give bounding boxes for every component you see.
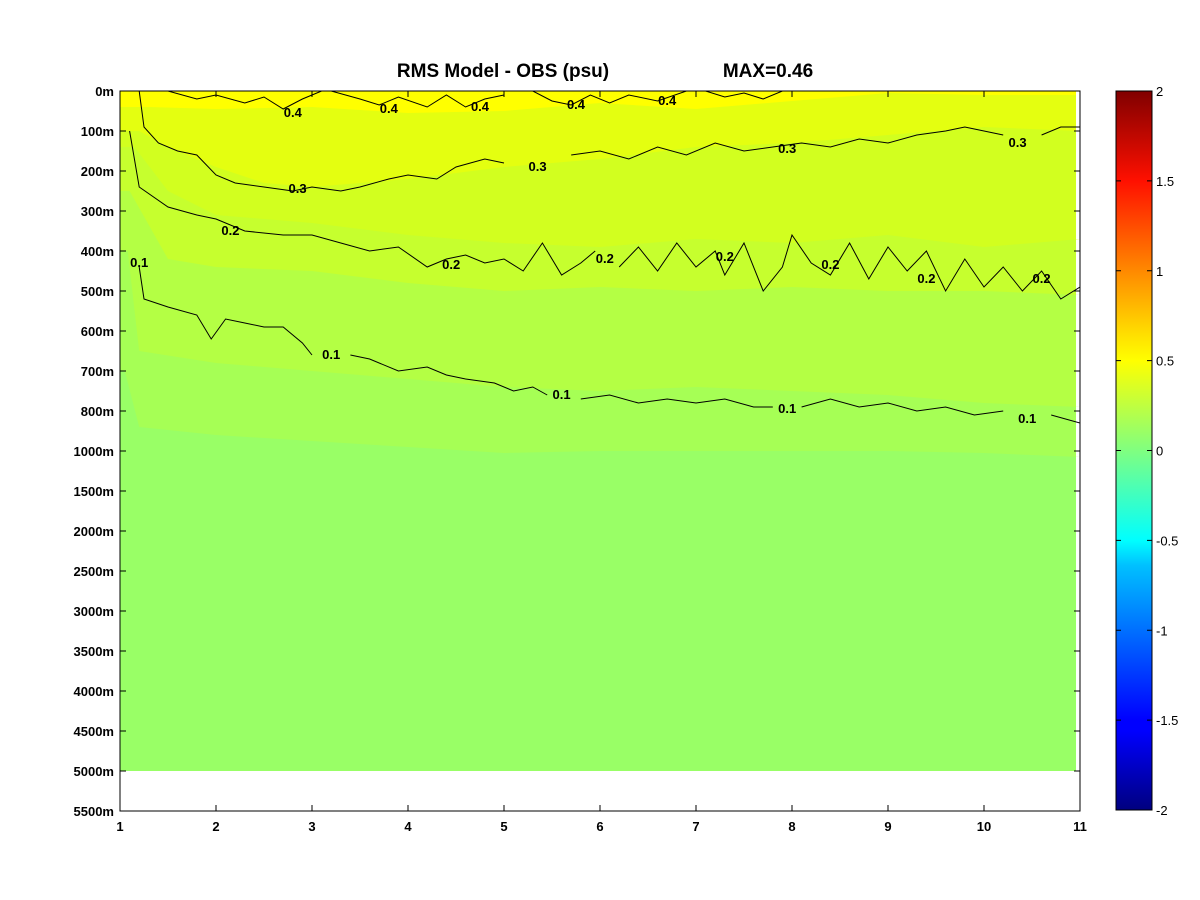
- y-tick-label: 4500m: [74, 724, 114, 739]
- x-tick-label: 4: [404, 819, 412, 834]
- band-0-4: [120, 91, 1080, 113]
- colorbar-tick-label: 2: [1156, 84, 1163, 99]
- colorbar: 2 1.5 1 0.5 0 -0.5 -1 -1.5 -2: [1115, 84, 1178, 818]
- contour-line-0-1: [138, 266, 313, 356]
- y-tick-label: 3500m: [74, 644, 114, 659]
- x-tick-label: 7: [692, 819, 699, 834]
- y-tick-label: 2500m: [74, 564, 114, 579]
- y-tick-label: 700m: [81, 364, 114, 379]
- x-tick-label: 10: [977, 819, 991, 834]
- x-tick-label: 2: [212, 819, 219, 834]
- contour-label: 0.4: [284, 105, 303, 120]
- contour-line-0-3: [138, 91, 505, 192]
- contour-label: 0.1: [130, 255, 148, 270]
- contour-label: 0.2: [821, 257, 839, 272]
- colorbar-tick-label: 0.5: [1156, 354, 1174, 369]
- x-tick-label: 8: [788, 819, 795, 834]
- x-tick-label: 3: [308, 819, 315, 834]
- contour-label: 0.1: [778, 401, 796, 416]
- contour-line-0-2: [129, 130, 596, 276]
- contour-label: 0.2: [596, 251, 614, 266]
- colorbar-tick-label: -2: [1156, 803, 1168, 818]
- contour-line-0-2: [618, 233, 1080, 300]
- contour-line-0-4: [167, 91, 322, 110]
- contour-label: 0.4: [567, 97, 586, 112]
- contour-line-0-4: [705, 91, 783, 100]
- contour-line-0-4: [532, 91, 687, 106]
- y-tick-label: 400m: [81, 244, 114, 259]
- chart-title: RMS Model - OBS (psu): [397, 61, 609, 82]
- contour-label: 0.4: [380, 101, 399, 116]
- colorbar-tick-label: -1.5: [1156, 713, 1178, 728]
- y-tick-label: 200m: [81, 164, 114, 179]
- contour-line-0-3: [1041, 126, 1080, 136]
- y-tick-label: 2000m: [74, 524, 114, 539]
- y-tick-label: 500m: [81, 284, 114, 299]
- x-tick-label: 9: [884, 819, 891, 834]
- colorbar-gradient: [1116, 91, 1152, 810]
- contour-lines: [129, 91, 1080, 424]
- contour-label: 0.1: [322, 347, 340, 362]
- colorbar-ticks: 2 1.5 1 0.5 0 -0.5 -1 -1.5 -2: [1116, 84, 1178, 818]
- x-tick-label: 5: [500, 819, 507, 834]
- plot-area: 0.4 0.4 0.4 0.4 0.40.30.30.3 0.30.20.2 0.2 0.20…: [74, 84, 1087, 834]
- y-tick-label: 300m: [81, 204, 114, 219]
- colorbar-tick-label: -0.5: [1156, 533, 1178, 548]
- contour-label: 0.3: [1009, 135, 1027, 150]
- colorbar-tick-label: 0: [1156, 444, 1163, 459]
- contour-line-0-1: [801, 398, 1004, 416]
- contour-label: 0.3: [529, 159, 547, 174]
- y-tick-label: 1000m: [74, 444, 114, 459]
- y-tick-label: 0m: [95, 84, 114, 99]
- colorbar-tick-label: 1.5: [1156, 174, 1174, 189]
- y-tick-label: 800m: [81, 404, 114, 419]
- y-tick-label: 5500m: [74, 804, 114, 819]
- y-tick-label: 4000m: [74, 684, 114, 699]
- x-axis: 1 2 3 4 5 6 7 8 9 10 11: [116, 91, 1087, 834]
- contour-label: 0.4: [658, 93, 677, 108]
- contour-label: 0.3: [289, 181, 307, 196]
- y-tick-label: 3000m: [74, 604, 114, 619]
- contour-labels: 0.4 0.4 0.4 0.4 0.4 0.3 0.3 0.3 0.3 0.2 0.2 0.2 0.2 0…: [130, 93, 1050, 426]
- contour-label: 0.4: [471, 99, 490, 114]
- y-axis: 0m 100m 200m 300m 400m 500m 600m 700m 800m 1000m 1…: [74, 84, 1080, 819]
- heatmap-bands: [120, 91, 1080, 771]
- x-tick-label: 1: [116, 819, 123, 834]
- contour-label: 0.1: [553, 387, 571, 402]
- y-tick-label: 1500m: [74, 484, 114, 499]
- chart-subtitle: MAX=0.46: [723, 61, 813, 82]
- x-tick-label: 11: [1073, 819, 1087, 834]
- contour-label: 0.2: [917, 271, 935, 286]
- colorbar-tick-label: -1: [1156, 623, 1168, 638]
- contour-line-0-3: [571, 126, 1004, 160]
- contour-label: 0.1: [1018, 411, 1036, 426]
- contour-line-0-1: [1051, 414, 1080, 424]
- contour-line-0-1: [350, 354, 548, 396]
- contour-label: 0.3: [778, 141, 796, 156]
- y-tick-label: 100m: [81, 124, 114, 139]
- contour-label: 0.2: [716, 249, 734, 264]
- contour-line-0-1: [580, 394, 773, 408]
- x-tick-label: 6: [596, 819, 603, 834]
- y-tick-label: 600m: [81, 324, 114, 339]
- y-tick-label: 5000m: [74, 764, 114, 779]
- contour-label: 0.2: [221, 223, 239, 238]
- contour-label: 0.2: [442, 257, 460, 272]
- contour-line-0-4: [331, 91, 505, 108]
- colorbar-tick-label: 1: [1156, 264, 1163, 279]
- band-0-3: [120, 91, 1080, 187]
- contour-label: 0.2: [1033, 271, 1051, 286]
